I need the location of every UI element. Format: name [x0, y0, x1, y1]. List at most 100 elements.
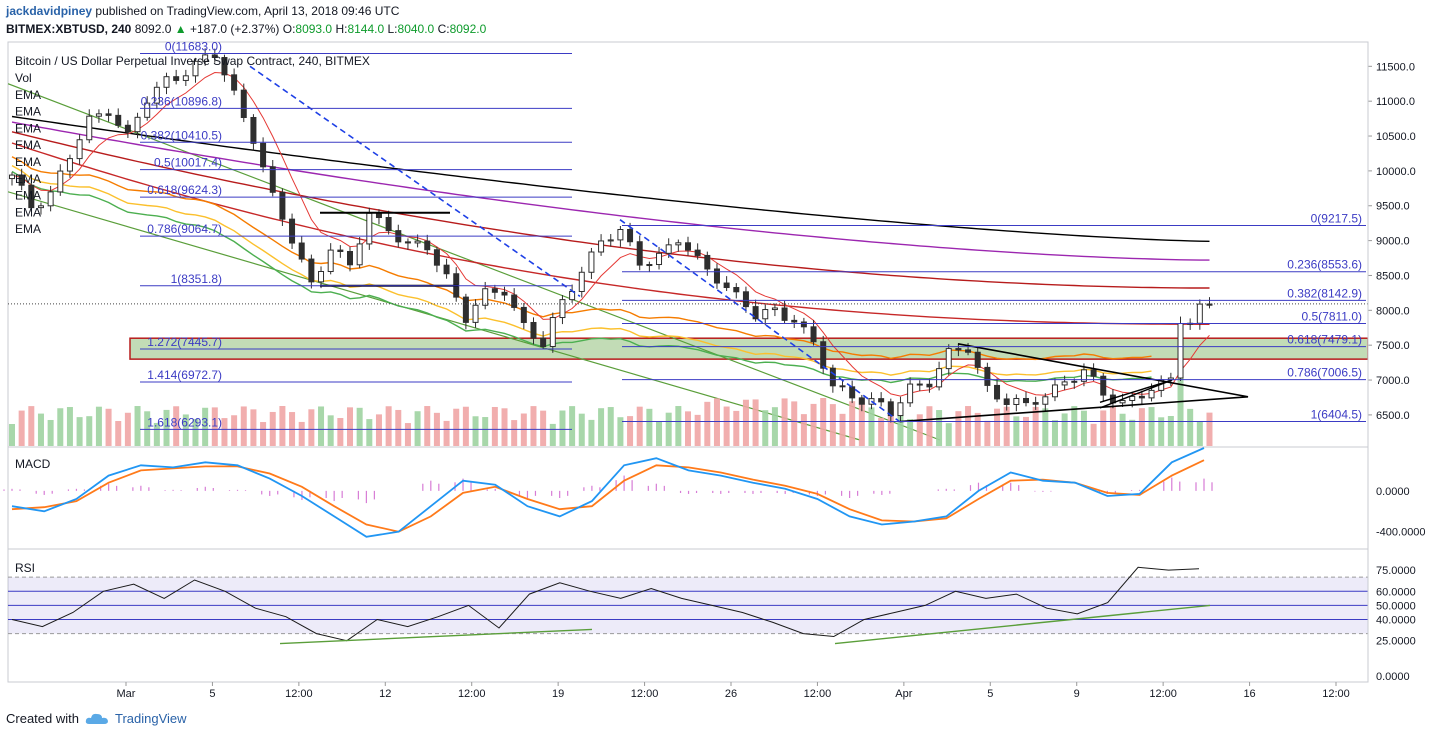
volume-bar [501, 408, 508, 446]
rsi-tick-label: 75.0000 [1376, 565, 1416, 577]
candle-body [182, 75, 189, 81]
candle-body [839, 385, 846, 388]
volume-bar [404, 423, 411, 446]
candle-body [115, 114, 122, 126]
candle-body [520, 306, 527, 323]
close-value: 8092.0 [449, 22, 487, 36]
candle-body [578, 271, 585, 292]
candle-body [1119, 399, 1126, 404]
volume-bar [491, 406, 498, 446]
candle-body [1013, 397, 1020, 405]
tradingview-cloud-icon [85, 713, 108, 724]
candle-body [1090, 369, 1097, 377]
price-tick-label: 8500.0 [1376, 270, 1410, 282]
author-link[interactable]: jackdavidpiney [6, 4, 93, 18]
volume-bar [887, 407, 894, 446]
price-tick-label: 10500.0 [1376, 131, 1416, 143]
candle-body [1138, 395, 1145, 399]
volume-bar [105, 408, 112, 446]
volume-bar [694, 414, 701, 446]
volume-bar [124, 412, 131, 446]
fib2-level-label: 0.618(7479.1) [1287, 333, 1362, 347]
volume-bar [839, 413, 846, 446]
volume-bar [1042, 408, 1049, 446]
volume-bar [713, 398, 720, 446]
time-tick-label: 19 [552, 688, 564, 700]
candle-body [849, 386, 856, 399]
macd-pane[interactable]: MACD [3, 447, 1213, 538]
candle-body [298, 242, 305, 260]
volume-bar [1071, 406, 1078, 446]
volume-bar [250, 409, 257, 446]
candle-body [443, 264, 450, 275]
volume-bar [375, 414, 382, 446]
volume-bar [231, 415, 238, 446]
candle-body [279, 191, 286, 220]
rsi-title: RSI [15, 561, 35, 575]
volume-bar [1013, 416, 1020, 446]
candle-body [1051, 384, 1058, 398]
volume-bar [366, 419, 373, 446]
symbol-name: BITMEX:XBTUSD, 240 [6, 22, 132, 36]
candle-body [250, 116, 257, 144]
candle-body [86, 115, 93, 141]
candle-body [375, 212, 382, 219]
candle-body [1080, 369, 1087, 382]
candle-body [327, 249, 334, 273]
volume-bar [762, 410, 769, 446]
price-pane[interactable]: 0(11683.0) 0.236(10896.8) 0.382(10410.5) 0.… [8, 40, 1368, 446]
candle-body [163, 76, 170, 88]
volume-bar [646, 408, 653, 446]
candle-body [617, 229, 624, 241]
legend-item: EMA [15, 172, 41, 186]
volume-bar [1003, 406, 1010, 446]
candle-body [675, 242, 682, 246]
fib1-level-label: 0.786(9064.7) [147, 222, 222, 236]
volume-bar [385, 406, 392, 446]
volume-bar [18, 410, 25, 446]
candle-body [76, 139, 83, 160]
time-tick-label: 16 [1243, 688, 1255, 700]
time-tick-label: 12 [379, 688, 391, 700]
rsi-tick-label: 40.0000 [1376, 615, 1416, 627]
candle-body [318, 271, 325, 283]
volume-bar [414, 411, 421, 446]
candle-body [173, 76, 180, 81]
volume-bar [945, 423, 952, 446]
volume-bar [453, 408, 460, 446]
volume-bar [482, 417, 489, 446]
candle-body [549, 317, 556, 347]
volume-bar [318, 406, 325, 446]
volume-bar [936, 410, 943, 446]
volume-bar [540, 410, 547, 446]
candle-body [916, 383, 923, 386]
volume-bar [569, 406, 576, 446]
fib1-level-label: 0.618(9624.3) [147, 183, 222, 197]
volume-bar [742, 399, 749, 446]
candle-body [472, 304, 479, 323]
candle-body [1032, 402, 1039, 405]
price-tick-label: 10000.0 [1376, 166, 1416, 178]
candle-body [1196, 303, 1203, 324]
rsi-pane[interactable]: RSI [8, 561, 1368, 645]
volume-bar [984, 420, 991, 446]
volume-bar [791, 401, 798, 446]
volume-bar [86, 416, 93, 446]
volume-bar [1177, 346, 1184, 446]
volume-bar [1032, 406, 1039, 446]
volume-bar [76, 417, 83, 446]
volume-bar [733, 410, 740, 446]
candle-body [462, 296, 469, 323]
volume-bar [115, 421, 122, 446]
time-tick-label: 9 [1074, 688, 1080, 700]
symbol-info: BITMEX:XBTUSD, 240 8092.0 ▲ +187.0 (+2.3… [6, 22, 486, 36]
rsi-tick-label: 60.0000 [1376, 586, 1416, 598]
candle-body [9, 174, 15, 180]
volume-bar [173, 406, 180, 446]
volume-bar [37, 413, 44, 446]
candle-body [424, 240, 431, 251]
fib2-level-label: 0.5(7811.0) [1302, 310, 1363, 324]
created-with-text: Created with [6, 711, 79, 726]
tradingview-brand[interactable]: TradingView [114, 711, 187, 726]
